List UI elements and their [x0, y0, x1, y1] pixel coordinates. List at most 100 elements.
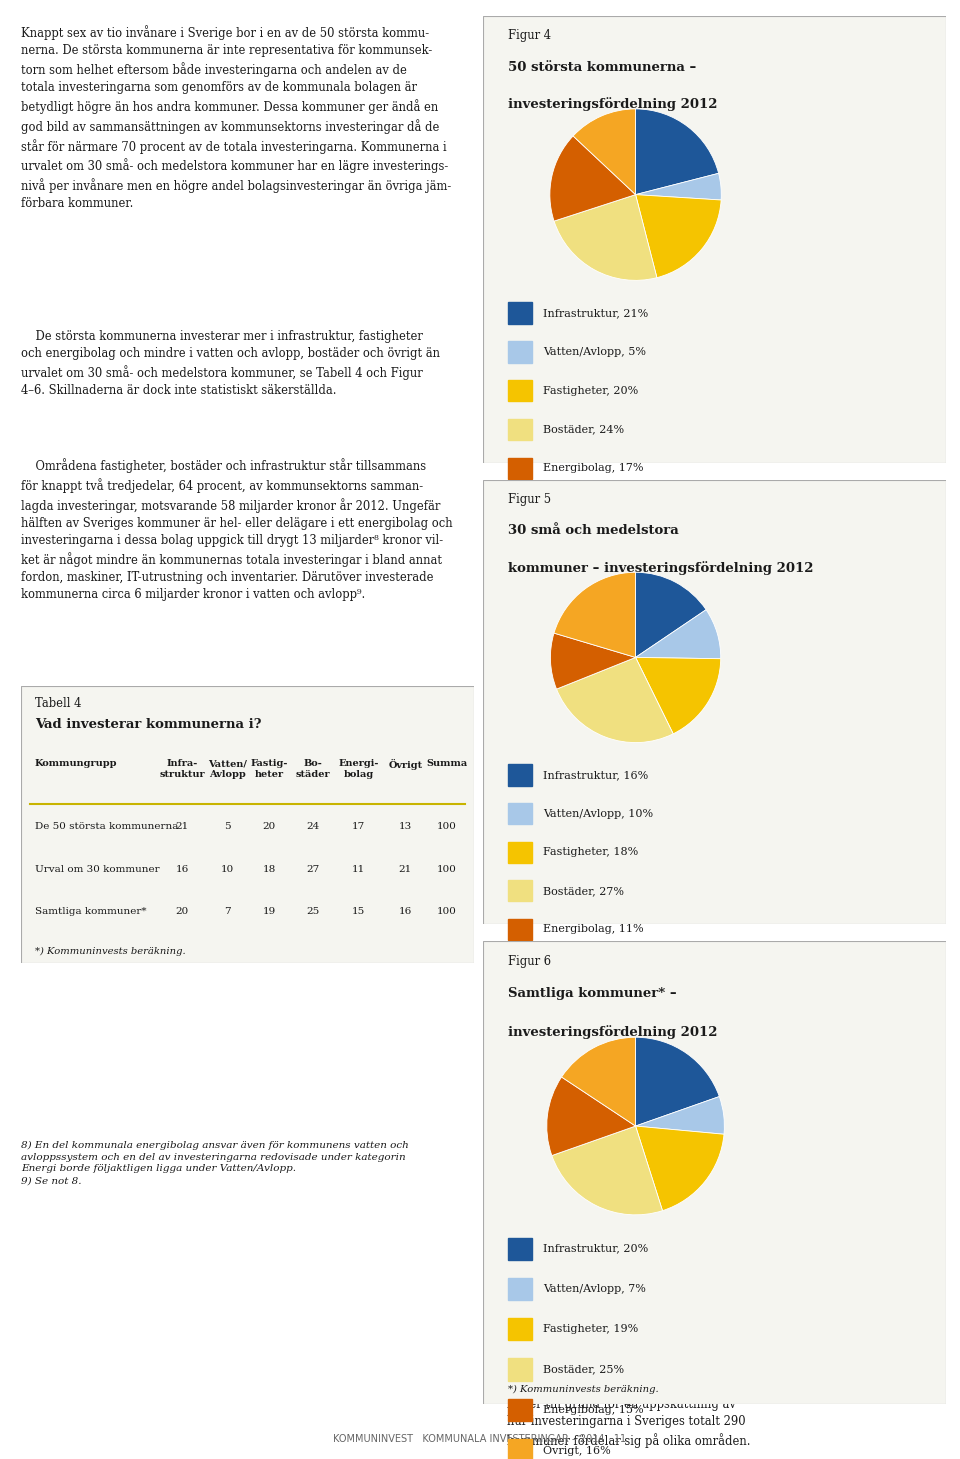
Wedge shape [547, 1077, 636, 1156]
Wedge shape [636, 572, 707, 658]
Wedge shape [636, 174, 721, 200]
Text: *) Kommuninvests beräkning.: *) Kommuninvests beräkning. [509, 1385, 659, 1395]
Text: Kommuninvest har låtit detaljgranska 2012
års bokslut för 80 kommuner, däribland: Kommuninvest har låtit detaljgranska 201… [507, 1306, 763, 1447]
Text: Vatten/Avlopp, 7%: Vatten/Avlopp, 7% [543, 1284, 646, 1294]
Text: 16: 16 [176, 865, 188, 874]
Bar [509, 496, 533, 518]
Wedge shape [636, 109, 719, 194]
Text: Övrigt: Övrigt [388, 759, 422, 770]
Wedge shape [636, 1126, 724, 1211]
Text: 19: 19 [263, 907, 276, 916]
Wedge shape [550, 136, 636, 222]
Wedge shape [557, 658, 673, 743]
Wedge shape [636, 610, 721, 658]
Text: 24: 24 [307, 821, 320, 830]
Text: 100: 100 [437, 821, 457, 830]
Text: 20: 20 [176, 907, 188, 916]
Text: Infrastruktur, 21%: Infrastruktur, 21% [543, 308, 648, 318]
Bar [509, 302, 533, 324]
Bar [509, 957, 533, 979]
Text: Övrigt, 16%: Övrigt, 16% [543, 1444, 611, 1456]
Bar [509, 1237, 533, 1259]
Wedge shape [636, 194, 721, 277]
Text: Energi-
bolag: Energi- bolag [339, 759, 379, 779]
Text: 21: 21 [398, 865, 412, 874]
Wedge shape [636, 658, 721, 734]
Text: Infrastruktur, 20%: Infrastruktur, 20% [543, 1243, 648, 1253]
Text: Fastig-
heter: Fastig- heter [251, 759, 288, 779]
Wedge shape [562, 1037, 636, 1126]
Text: 27: 27 [307, 865, 320, 874]
Wedge shape [554, 194, 657, 280]
Text: Fastigheter, 18%: Fastigheter, 18% [543, 848, 638, 858]
Text: Samtliga kommuner*: Samtliga kommuner* [35, 907, 146, 916]
Bar [509, 1278, 533, 1300]
Text: Övrigt, 21%: Övrigt, 21% [543, 961, 611, 975]
Text: Bostäder, 27%: Bostäder, 27% [543, 886, 624, 896]
Bar [509, 419, 533, 441]
Bar [509, 341, 533, 363]
Text: Urval om 30 kommuner: Urval om 30 kommuner [35, 865, 159, 874]
Text: kommuner – investeringsfördelning 2012: kommuner – investeringsfördelning 2012 [509, 560, 814, 575]
Wedge shape [550, 633, 636, 689]
FancyBboxPatch shape [483, 16, 946, 463]
Text: Bostäder, 24%: Bostäder, 24% [543, 425, 624, 435]
Bar [509, 1399, 533, 1421]
Wedge shape [636, 1037, 719, 1126]
Wedge shape [552, 1126, 662, 1215]
Bar [509, 919, 533, 940]
Text: Kommungrupp: Kommungrupp [35, 759, 117, 769]
Wedge shape [573, 109, 636, 194]
Text: Vatten/Avlopp, 10%: Vatten/Avlopp, 10% [543, 808, 653, 818]
Text: 5: 5 [224, 821, 230, 830]
Bar [509, 1317, 533, 1341]
Text: *) Kommuninvests beräkning.: *) Kommuninvests beräkning. [35, 947, 185, 956]
Bar [509, 842, 533, 862]
FancyBboxPatch shape [483, 480, 946, 924]
Text: Energibolag, 11%: Energibolag, 11% [543, 925, 643, 934]
Text: 7: 7 [224, 907, 230, 916]
Text: Övrigt, 13%: Övrigt, 13% [543, 502, 611, 514]
Text: 10: 10 [221, 865, 234, 874]
Text: 16: 16 [398, 907, 412, 916]
Text: 11: 11 [352, 865, 366, 874]
Text: Figur 6: Figur 6 [509, 956, 551, 967]
Text: Energibolag, 17%: Energibolag, 17% [543, 464, 643, 473]
Text: 18: 18 [263, 865, 276, 874]
Text: 15: 15 [352, 907, 366, 916]
Text: 17: 17 [352, 821, 366, 830]
Text: Vad investerar kommunerna i?: Vad investerar kommunerna i? [35, 718, 261, 731]
Text: 30 små och medelstora: 30 små och medelstora [509, 524, 679, 537]
Text: 21: 21 [176, 821, 188, 830]
Text: Områdena fastigheter, bostäder och infrastruktur står tillsammans
för knappt två: Områdena fastigheter, bostäder och infra… [21, 458, 453, 601]
Text: 50 största kommunerna –: 50 största kommunerna – [509, 61, 697, 74]
Bar [509, 802, 533, 824]
Text: Vatten/Avlopp, 5%: Vatten/Avlopp, 5% [543, 347, 646, 357]
Text: Figur 4: Figur 4 [509, 29, 551, 42]
Text: Figur 5: Figur 5 [509, 493, 551, 506]
Text: Fastigheter, 19%: Fastigheter, 19% [543, 1325, 638, 1334]
Text: Bo-
städer: Bo- städer [296, 759, 330, 779]
Text: investeringsfördelning 2012: investeringsfördelning 2012 [509, 98, 718, 111]
Bar [509, 458, 533, 479]
Bar [509, 765, 533, 786]
FancyBboxPatch shape [483, 941, 946, 1404]
Text: 25: 25 [307, 907, 320, 916]
Bar [509, 379, 533, 401]
Text: 13: 13 [398, 821, 412, 830]
Text: 20: 20 [263, 821, 276, 830]
Text: Infra-
struktur: Infra- struktur [159, 759, 204, 779]
Text: Energibolag, 15%: Energibolag, 15% [543, 1405, 643, 1415]
Bar [509, 880, 533, 902]
FancyBboxPatch shape [21, 686, 474, 963]
Text: Samtliga kommuner* –: Samtliga kommuner* – [509, 988, 677, 1001]
Bar [509, 1358, 533, 1380]
Text: Tabell 4: Tabell 4 [35, 697, 81, 711]
Text: 100: 100 [437, 865, 457, 874]
Text: De största kommunerna investerar mer i infrastruktur, fastigheter
och energibola: De största kommunerna investerar mer i i… [21, 330, 440, 397]
Text: 8) En del kommunala energibolag ansvar även för kommunens vatten och
avloppssyst: 8) En del kommunala energibolag ansvar ä… [21, 1141, 409, 1185]
Text: Vatten/
Avlopp: Vatten/ Avlopp [208, 759, 247, 779]
Wedge shape [554, 572, 636, 658]
Text: 100: 100 [437, 907, 457, 916]
Wedge shape [636, 1097, 725, 1134]
